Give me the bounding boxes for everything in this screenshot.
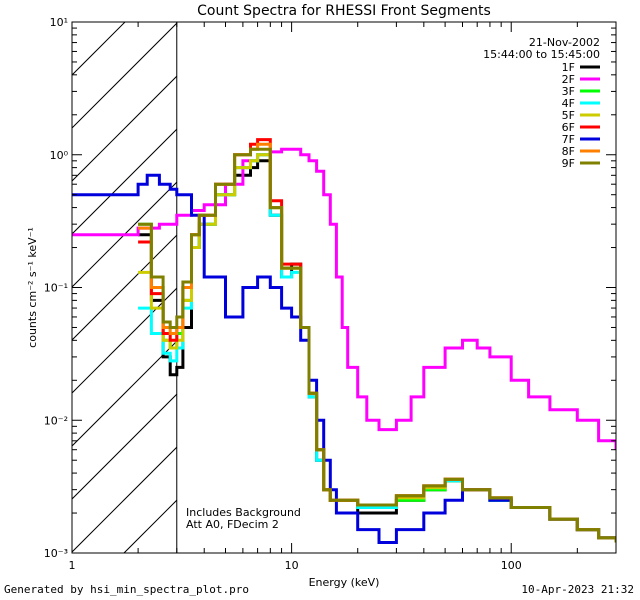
series-line-5F (138, 153, 616, 543)
time-range-label: 15:44:00 to 15:45:00 (483, 48, 600, 61)
annotation-attenuator: Att A0, FDecim 2 (186, 518, 279, 531)
hatch-line (72, 446, 177, 553)
y-tick-label: 10⁻³ (44, 547, 68, 560)
y-tick-label: 10⁰ (50, 149, 69, 162)
y-axis-label: counts cm⁻² s⁻¹ keV⁻¹ (26, 227, 39, 348)
series-line-1F (138, 159, 616, 543)
legend-label-4F: 4F (562, 97, 575, 110)
x-tick-label: 10 (285, 559, 299, 572)
date-label: 21-Nov-2002 (529, 36, 600, 49)
legend-label-2F: 2F (562, 73, 575, 86)
y-tick-label: 10⁻² (44, 414, 68, 427)
series-line-6F (138, 138, 616, 543)
x-tick-label: 1 (69, 559, 76, 572)
series-line-3F (138, 153, 616, 543)
legend-label-9F: 9F (562, 157, 575, 170)
x-axis-label: Energy (keV) (309, 576, 380, 589)
series-line-9F (138, 147, 616, 543)
legend-label-7F: 7F (562, 133, 575, 146)
legend-label-6F: 6F (562, 121, 575, 134)
hatch-line (230, 22, 640, 553)
legend-label-5F: 5F (562, 109, 575, 122)
chart-title: Count Spectra for RHESSI Front Segments (197, 3, 491, 19)
legend-label-8F: 8F (562, 145, 575, 158)
hatch-line (72, 22, 177, 129)
hatched-region (72, 22, 640, 553)
annotation-background: Includes Background (186, 506, 301, 519)
x-tick-label: 100 (501, 559, 522, 572)
legend-label-1F: 1F (562, 61, 575, 74)
y-tick-label: 10⁻¹ (44, 282, 68, 295)
series-line-4F (138, 153, 616, 543)
generated-by-label: Generated by hsi_min_spectra_plot.pro (4, 583, 250, 596)
hatch-line (72, 393, 177, 500)
hatch-line (72, 75, 177, 182)
series-line-7F (72, 173, 616, 544)
hatch-line (72, 234, 177, 341)
hatch-line (389, 22, 640, 553)
legend-label-3F: 3F (562, 85, 575, 98)
y-axis-label-text: counts cm⁻² s⁻¹ keV⁻¹ (26, 227, 39, 348)
footer-date-time: 10-Apr-2023 21:32 (521, 583, 634, 596)
y-tick-label: 10¹ (50, 16, 68, 29)
